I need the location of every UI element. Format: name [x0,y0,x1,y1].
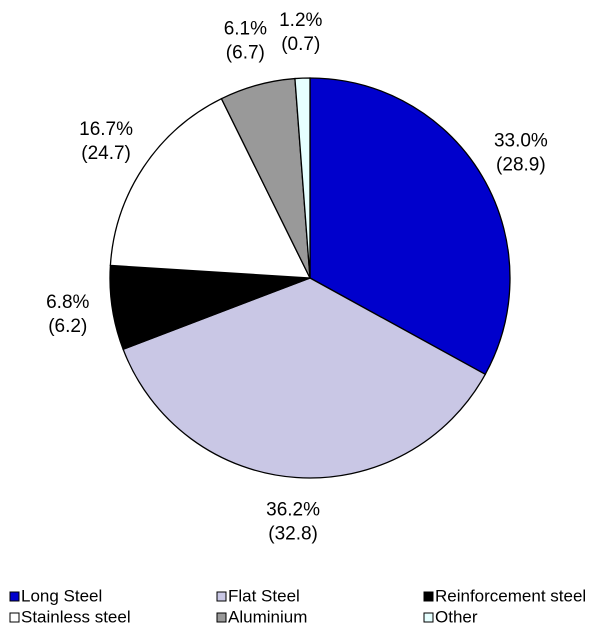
pie-slice [309,77,511,376]
data-label-secondary: (0.7) [281,34,320,55]
data-label-secondary: (24.7) [81,143,131,164]
data-label-secondary: (6.2) [48,316,87,337]
legend-swatch [9,612,20,623]
data-label-secondary: (28.9) [496,154,546,175]
data-label: 1.2% [279,10,322,31]
data-label: 36.2% [266,499,320,520]
data-label: 33.0% [494,130,548,151]
legend-label: Reinforcement steel [435,586,586,605]
legend-label: Flat Steel [228,586,300,605]
legend-label: Other [435,607,478,624]
pie-slice [109,97,312,279]
data-label-secondary: (6.7) [226,43,265,64]
legend-swatch [216,612,227,623]
legend-label: Stainless steel [21,607,131,624]
pie-slice [122,277,487,479]
data-label: 6.1% [224,19,267,40]
data-label: 6.8% [46,292,89,313]
legend-label: Long Steel [21,586,102,605]
legend-swatch [216,591,227,602]
legend-swatch [423,612,434,623]
pie-slice [294,77,311,279]
legend-label: Aluminium [228,607,307,624]
data-label-secondary: (32.8) [268,523,318,544]
legend-swatch [423,591,434,602]
data-label: 16.7% [79,119,133,140]
legend-swatch [9,591,20,602]
